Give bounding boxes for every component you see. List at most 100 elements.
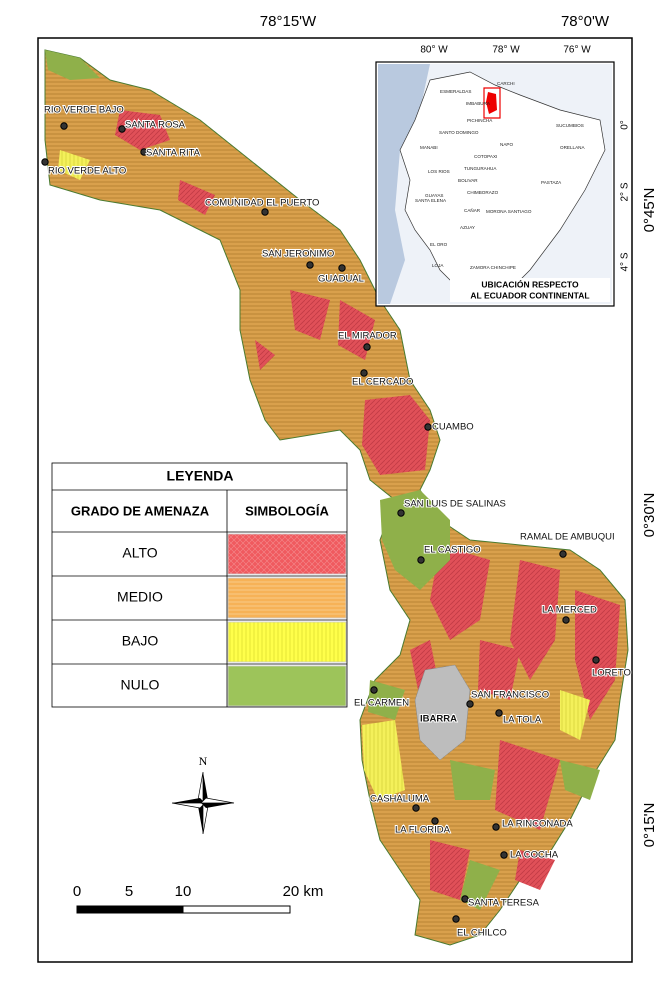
- inset-caption: AL ECUADOR CONTINENTAL: [470, 290, 589, 300]
- province-label: AZUAY: [460, 225, 475, 230]
- place-marker: [360, 369, 368, 377]
- north-label: N: [199, 754, 208, 768]
- place-marker: [306, 261, 314, 269]
- inset-lat-label: 2° S: [620, 182, 631, 201]
- place-label: CUAMBO: [432, 422, 474, 433]
- place-label: SAN LUIS DE SALINAS: [404, 499, 506, 510]
- place-label: GUADUAL: [318, 274, 364, 285]
- province-label: LOS RIOS: [428, 169, 450, 174]
- north-arrow: N: [171, 754, 235, 835]
- inset-lat-label: 0°: [620, 120, 631, 130]
- place-marker: [461, 895, 469, 903]
- place-marker: [492, 823, 500, 831]
- province-label: CAÑAR: [464, 207, 481, 213]
- place-label: SANTA RITA: [146, 148, 201, 159]
- province-label: EL ORO: [430, 242, 448, 247]
- province-label: SANTA ELENA: [415, 198, 447, 203]
- province-label: PICHINCHA: [467, 118, 493, 123]
- place-label: LA COCHA: [510, 850, 559, 861]
- place-marker: [452, 915, 460, 923]
- legend-header: SIMBOLOGÍA: [245, 503, 329, 518]
- legend: LEYENDA GRADO DE AMENAZA SIMBOLOGÍA ALTO…: [51, 462, 348, 708]
- inset-map: 80° W 78° W 76° W 0° 2° S 4° S ESMERALDAS CARCH…: [375, 45, 631, 307]
- province-label: NAPO: [500, 142, 513, 147]
- place-label: LA FLORIDA: [395, 825, 451, 836]
- place-marker: [338, 264, 346, 272]
- place-marker: [370, 686, 378, 694]
- place-label: SANTA TERESA: [468, 898, 540, 909]
- scale-label: 10: [175, 883, 192, 900]
- place-marker: [417, 556, 425, 564]
- inset-lon-label: 80° W: [420, 45, 448, 56]
- place-marker: [261, 208, 269, 216]
- legend-row: NULO: [121, 677, 160, 693]
- province-label: TUNGURAHUA: [464, 166, 497, 171]
- place-marker: [500, 851, 508, 859]
- place-marker: [592, 656, 600, 664]
- place-marker: [424, 423, 432, 431]
- place-marker: [562, 616, 570, 624]
- inset-caption: UBICACIÓN RESPECTO: [481, 278, 579, 289]
- place-label: EL CHILCO: [457, 928, 507, 939]
- province-label: IMBABURA: [466, 101, 491, 106]
- place-label: EL CARMEN: [354, 698, 409, 709]
- legend-title: LEYENDA: [167, 468, 234, 484]
- province-label: BOLIVAR: [458, 178, 478, 183]
- place-marker: [431, 817, 439, 825]
- scale-label: 5: [125, 883, 133, 900]
- place-marker: [41, 158, 49, 166]
- province-label: CARCHI: [497, 81, 515, 86]
- place-marker: [559, 550, 567, 558]
- place-label: LA TOLA: [503, 715, 542, 726]
- place-label: SAN JERONIMO: [262, 249, 334, 260]
- place-label: RIO VERDE ALTO: [48, 166, 126, 177]
- inset-lon-label: 78° W: [492, 45, 520, 56]
- lat-label: 0°30'N: [641, 493, 658, 538]
- lat-label: 0°45'N: [641, 188, 658, 233]
- legend-row: BAJO: [122, 633, 159, 649]
- inset-lat-label: 4° S: [620, 252, 631, 271]
- province-label: MORONA SANTIAGO: [486, 209, 532, 214]
- place-label: EL MIRADOR: [338, 331, 397, 342]
- province-label: CHIMBORAZO: [467, 190, 499, 195]
- place-label: LA MERCED: [542, 605, 597, 616]
- place-label: COMUNIDAD EL PUERTO: [205, 198, 319, 209]
- place-label: RAMAL DE AMBUQUI: [520, 532, 615, 543]
- place-label: LORETO: [592, 668, 631, 679]
- graticule-labels: 78°15'W 78°0'W 0°45'N 0°30'N 0°15'N: [260, 13, 658, 847]
- province-label: PASTAZA: [541, 180, 562, 185]
- urban-area: [414, 664, 471, 761]
- place-marker: [495, 709, 503, 717]
- province-label: SUCUMBIOS: [556, 123, 584, 128]
- scale-label: 20 km: [283, 883, 324, 900]
- province-label: ZAMORA CHINCHIPE: [470, 265, 516, 270]
- legend-header: GRADO DE AMENAZA: [71, 503, 210, 518]
- province-label: SANTO DOMINGO: [439, 130, 479, 135]
- city-label: IBARRA: [420, 714, 457, 725]
- lat-label: 0°15'N: [641, 803, 658, 848]
- province-label: GUAYAS: [425, 193, 443, 198]
- legend-row: ALTO: [122, 545, 157, 561]
- place-marker: [140, 148, 148, 156]
- province-label: ESMERALDAS: [440, 89, 471, 94]
- province-label: LOJA: [432, 263, 444, 268]
- province-label: MANABI: [420, 145, 438, 150]
- place-marker: [412, 804, 420, 812]
- place-label: LA RINCONADA: [502, 819, 573, 830]
- place-marker: [397, 509, 405, 517]
- place-label: EL CERCADO: [352, 377, 413, 388]
- province-label: COTOPAXI: [474, 154, 497, 159]
- inset-lon-label: 76° W: [563, 45, 591, 56]
- place-label: SAN FRANCISCO: [471, 690, 549, 701]
- place-marker: [60, 122, 68, 130]
- scale-bar: 0 5 10 20 km: [73, 883, 324, 914]
- legend-row: MEDIO: [117, 589, 163, 605]
- scale-label: 0: [73, 883, 81, 900]
- place-marker: [118, 125, 126, 133]
- lon-label: 78°15'W: [260, 13, 317, 30]
- place-label: CASHALUMA: [370, 794, 430, 805]
- lon-label: 78°0'W: [561, 13, 610, 30]
- place-label: SANTA ROSA: [125, 120, 186, 131]
